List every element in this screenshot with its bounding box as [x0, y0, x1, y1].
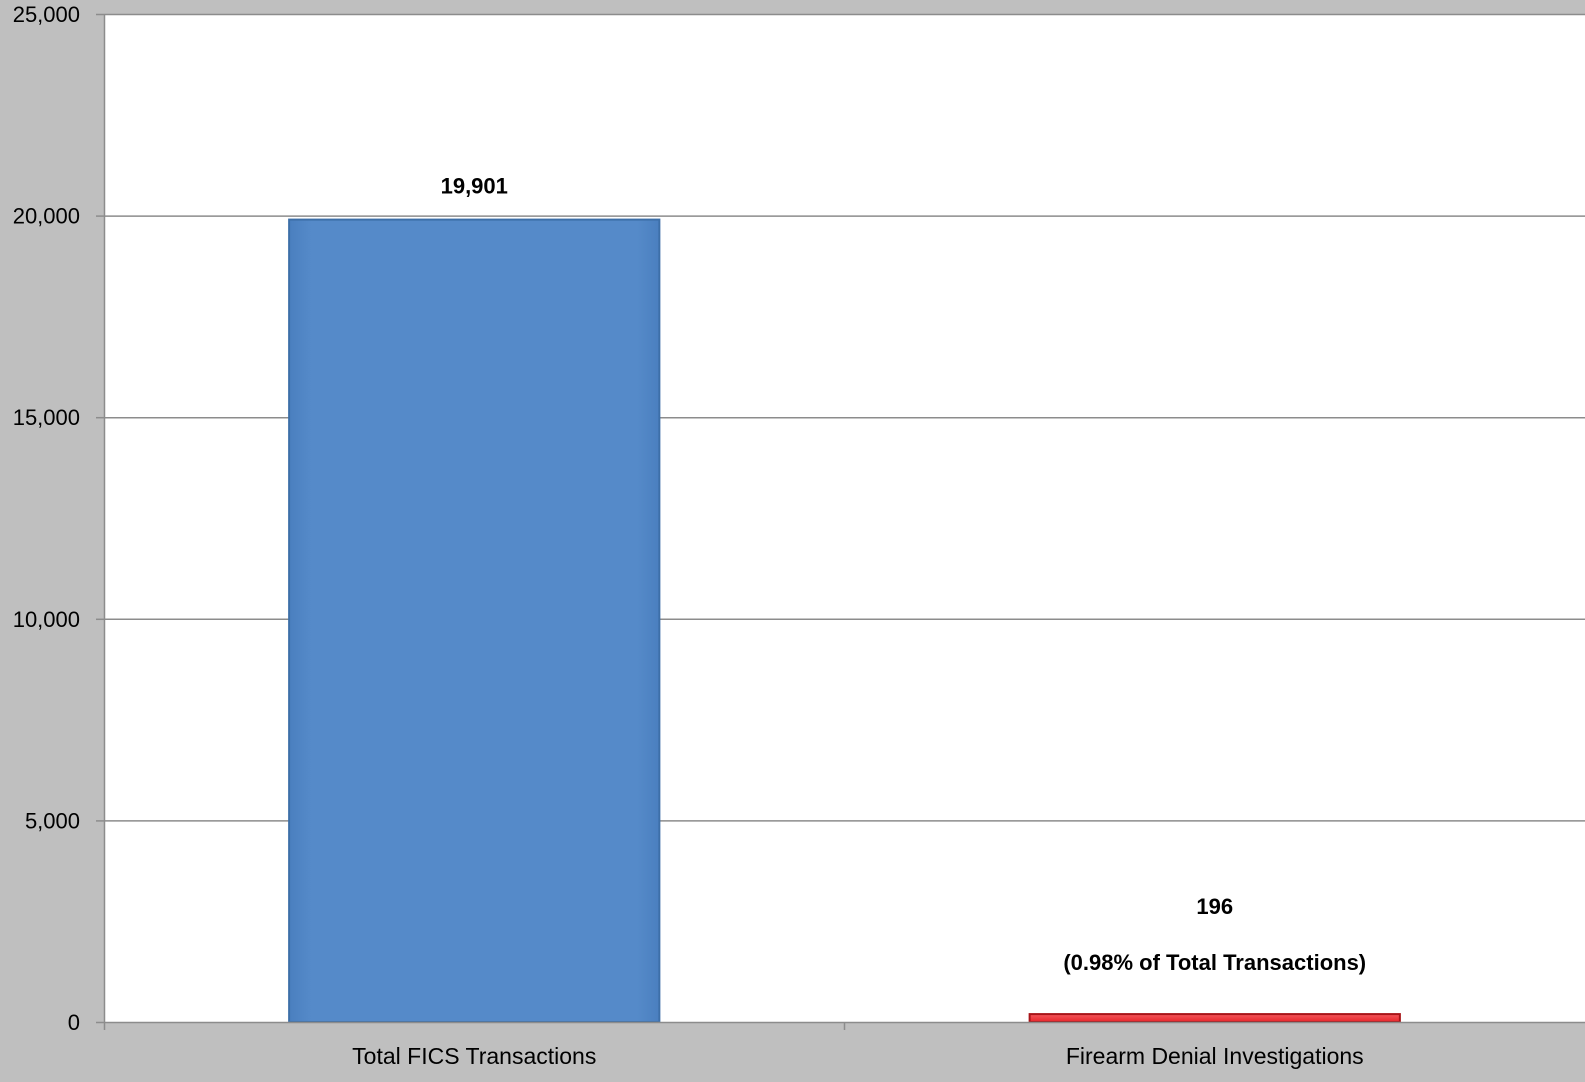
- y-tick-label: 25,000: [13, 2, 80, 27]
- data-label: 19,901: [441, 174, 508, 199]
- y-tick-label: 20,000: [13, 204, 80, 229]
- y-tick-label: 10,000: [13, 607, 80, 632]
- y-tick-label: 5,000: [25, 808, 80, 833]
- bar-1: [288, 218, 661, 1023]
- bars: [288, 218, 1401, 1024]
- bar-2: [1028, 1013, 1401, 1024]
- y-tick-label: 15,000: [13, 405, 80, 430]
- annotation-label: (0.98% of Total Transactions): [1063, 950, 1366, 975]
- axes: 0 5,000 10,000 15,000 20,000 25,000: [13, 2, 1585, 1035]
- y-tick-label: 0: [68, 1010, 80, 1035]
- labels: Total FICS Transactions 19,901 Firearm Den…: [352, 174, 1366, 1069]
- data-label: 196: [1196, 894, 1233, 919]
- x-category-label: Total FICS Transactions: [352, 1043, 596, 1069]
- x-category-label: Firearm Denial Investigations: [1066, 1043, 1364, 1069]
